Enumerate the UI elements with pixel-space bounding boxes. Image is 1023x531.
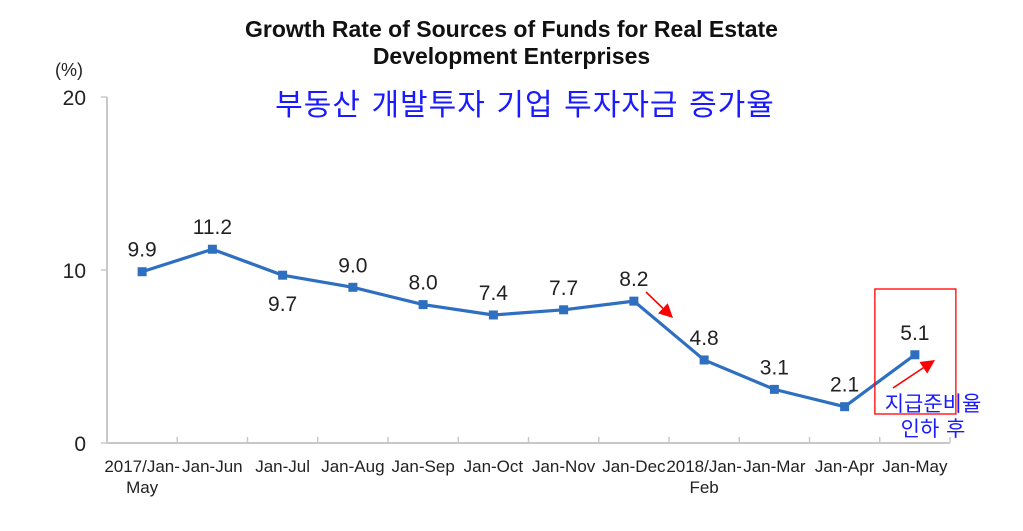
- axes: [101, 96, 951, 444]
- arrow-shaft: [645, 291, 664, 309]
- x-tick-label: 2018/Jan-: [666, 457, 742, 476]
- annotation-note: 지급준비율 인하 후: [868, 392, 998, 442]
- x-tick-labels: 2017/Jan- May Jan-Jun Jan-Jul Jan-Aug Jan-Sep…: [104, 457, 948, 497]
- data-label: 3.1: [760, 356, 789, 379]
- arrow-head: [919, 360, 935, 374]
- data-label: 2.1: [830, 374, 859, 397]
- data-label: 9.0: [338, 254, 367, 277]
- data-point: [769, 384, 779, 394]
- data-label: 9.9: [128, 239, 157, 262]
- korean-subtitle: 부동산 개발투자 기업 투자자금 증가율: [275, 88, 775, 123]
- data-label: 5.1: [900, 322, 929, 345]
- x-tick-label: Jan-Apr: [815, 457, 875, 476]
- x-tick-label: Jan-Dec: [602, 457, 666, 476]
- data-point: [488, 310, 498, 320]
- decline-arrow: [645, 291, 673, 318]
- x-tick-label: Jan-Nov: [532, 457, 596, 476]
- series-line: [141, 247, 916, 409]
- x-tick-label: 2017/Jan-: [104, 457, 180, 476]
- data-point: [840, 402, 850, 412]
- data-label: 11.2: [193, 216, 232, 239]
- data-point: [629, 296, 639, 306]
- x-tick-label: May: [126, 478, 159, 497]
- annotation-note-line-1: 지급준비율: [884, 392, 982, 416]
- x-tick-label: Jan-Sep: [391, 457, 454, 476]
- data-point: [207, 244, 217, 254]
- data-point: [418, 300, 428, 310]
- data-label: 8.0: [409, 272, 438, 295]
- chart-title: Growth Rate of Sources of Funds for Real…: [0, 16, 1023, 70]
- x-tick-label: Jan-Jun: [182, 457, 242, 476]
- data-point: [910, 350, 920, 360]
- x-tick-label: Jan-Jul: [255, 457, 310, 476]
- data-point: [559, 305, 569, 315]
- x-tick-label: Jan-Aug: [321, 457, 384, 476]
- y-tick-label: 10: [63, 260, 86, 283]
- data-point: [278, 270, 288, 280]
- arrow-head: [658, 303, 673, 318]
- data-point: [137, 267, 147, 277]
- data-label: 9.7: [268, 293, 297, 316]
- chart-title-line-2: Development Enterprises: [372, 43, 651, 69]
- series-growth-rate: [137, 244, 920, 412]
- data-point: [348, 282, 358, 292]
- y-tick-label: 20: [63, 87, 86, 110]
- arrow-shaft: [892, 367, 924, 389]
- data-label: 7.4: [479, 282, 509, 305]
- chart-title-line-1: Growth Rate of Sources of Funds for Real…: [245, 16, 778, 42]
- annotations: [645, 288, 957, 415]
- x-tick-label: Jan-Oct: [464, 457, 524, 476]
- data-point: [699, 355, 709, 365]
- highlight-box: [874, 288, 957, 415]
- data-label: 7.7: [549, 277, 578, 300]
- y-tick-labels: 0 10 20: [63, 87, 86, 456]
- x-tick-label: Jan-May: [882, 457, 948, 476]
- y-tick-label: 0: [74, 433, 86, 456]
- data-labels: 9.9 11.2 9.7 9.0 8.0 7.4 7.7 8.2 4.8 3.1 2.1 5.1: [128, 216, 930, 396]
- x-tick-label: Jan-Mar: [743, 457, 806, 476]
- x-tick-label: Feb: [689, 478, 718, 497]
- data-label: 4.8: [690, 327, 719, 350]
- annotation-note-line-2: 인하 후: [900, 417, 966, 441]
- rise-arrow: [892, 360, 935, 389]
- data-label: 8.2: [619, 268, 648, 291]
- y-axis-unit-label: (%): [55, 60, 83, 80]
